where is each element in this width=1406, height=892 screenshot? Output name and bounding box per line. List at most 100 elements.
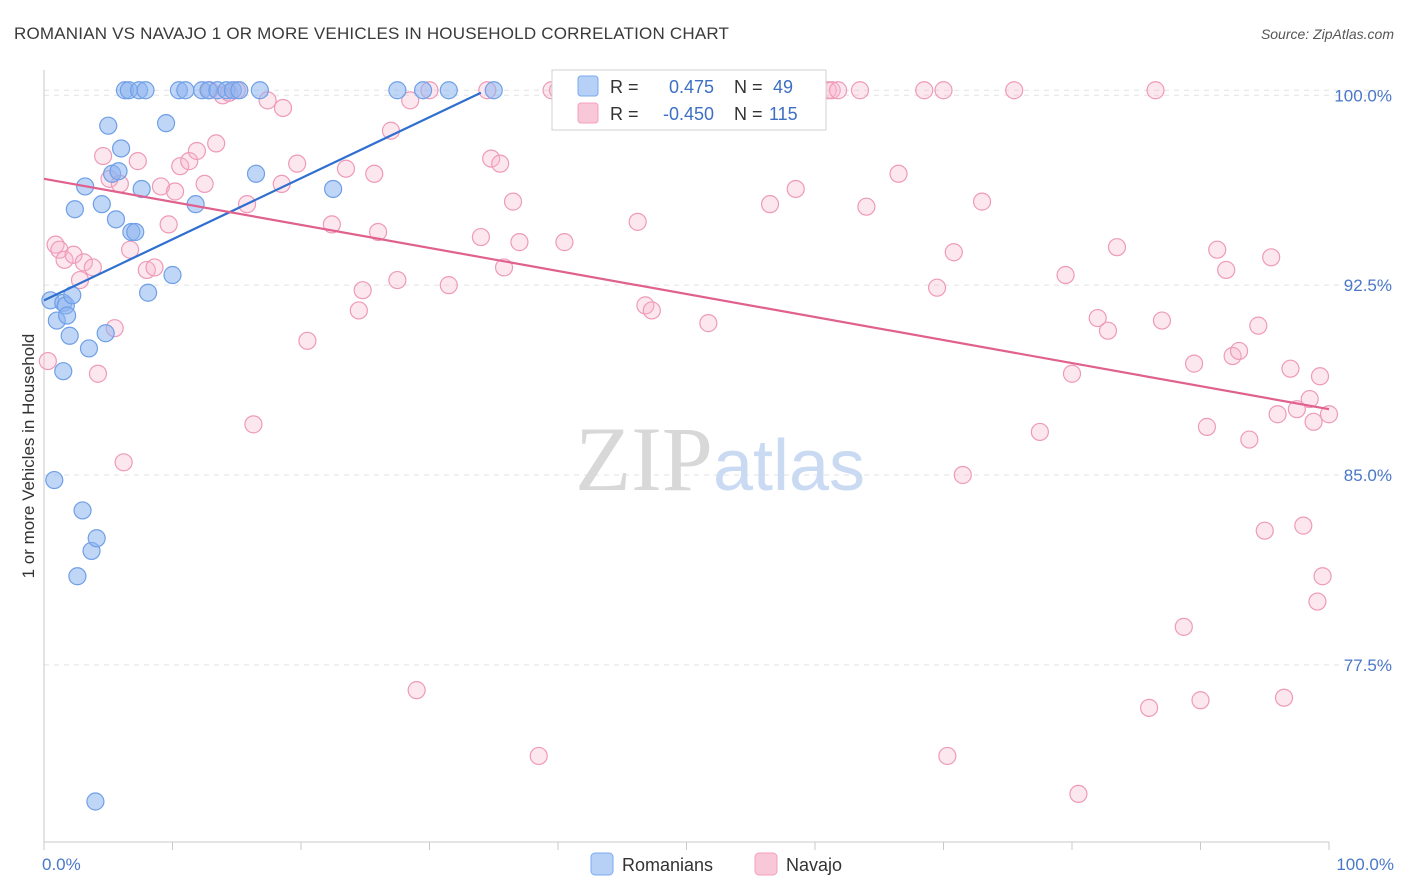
navajo-point bbox=[88, 364, 108, 383]
navajo-point bbox=[944, 243, 963, 262]
navajo-point bbox=[401, 91, 420, 110]
romanians-point bbox=[163, 265, 182, 285]
navajo-point bbox=[1069, 784, 1088, 804]
y-tick-label: 100.0% bbox=[1334, 86, 1392, 105]
navajo-point bbox=[159, 215, 178, 234]
navajo-point bbox=[365, 164, 384, 183]
navajo-point bbox=[555, 233, 574, 252]
y-tick-label: 85.0% bbox=[1344, 466, 1392, 485]
navajo-point bbox=[114, 453, 133, 472]
romanians-point bbox=[111, 139, 131, 158]
navajo-point bbox=[1174, 617, 1193, 636]
navajo-point bbox=[1088, 308, 1107, 328]
romanians-point bbox=[156, 114, 176, 133]
navajo-point bbox=[628, 212, 647, 231]
navajo-point bbox=[927, 278, 947, 297]
navajo-point bbox=[55, 250, 74, 269]
navajo-point bbox=[336, 159, 356, 178]
navajo-point bbox=[64, 245, 83, 264]
navajo-point bbox=[857, 197, 876, 216]
navajo-point bbox=[915, 81, 934, 100]
y-tick-labels: 100.0% 92.5% 85.0% 77.5% bbox=[1334, 86, 1392, 675]
navajo-point bbox=[889, 164, 908, 183]
navajo-point bbox=[1098, 321, 1118, 340]
navajo-point bbox=[1005, 81, 1024, 100]
bottom-legend-swatch-romanians bbox=[590, 852, 614, 876]
navajo-point bbox=[165, 182, 185, 201]
romanians-point bbox=[439, 81, 458, 100]
navajo-point bbox=[439, 276, 458, 295]
navajo-point bbox=[1319, 405, 1339, 424]
navajo-point bbox=[1308, 592, 1327, 611]
navajo-point bbox=[938, 746, 957, 766]
romanians-point bbox=[86, 792, 105, 811]
romanians-point bbox=[484, 81, 503, 100]
navajo-point bbox=[482, 149, 501, 168]
romanians-trend-line bbox=[43, 91, 482, 302]
romanians-point bbox=[388, 81, 407, 100]
bottom-legend-swatch-navajo bbox=[754, 852, 778, 876]
navajo-point bbox=[760, 195, 780, 214]
navajo-point bbox=[510, 233, 529, 252]
navajo-point bbox=[1294, 516, 1313, 535]
navajo-point bbox=[1191, 691, 1210, 710]
navajo-point bbox=[850, 81, 870, 100]
stats-legend: R = 0.475 N = 49 R = -0.450 N = 115 bbox=[551, 69, 827, 131]
navajo-point bbox=[1304, 412, 1323, 431]
navajo-point bbox=[491, 154, 510, 173]
navajo-point bbox=[1197, 417, 1217, 436]
romanians-point bbox=[60, 326, 79, 345]
navajo-point bbox=[829, 81, 848, 100]
navajo-point bbox=[128, 152, 147, 171]
navajo-point bbox=[1062, 364, 1082, 383]
romanians-point bbox=[250, 81, 269, 100]
chart-source: Source: ZipAtlas.com bbox=[1261, 26, 1394, 42]
navajo-point bbox=[1139, 698, 1159, 717]
romanians-point bbox=[92, 195, 111, 214]
navajo-point bbox=[529, 746, 548, 766]
navajo-point bbox=[187, 141, 207, 161]
romanians-point bbox=[79, 339, 99, 358]
legend-n-value-romanians: 49 bbox=[773, 77, 793, 97]
navajo-point bbox=[151, 177, 171, 196]
navajo-point bbox=[38, 351, 57, 371]
x-tick-label: 100.0% bbox=[1336, 855, 1394, 874]
navajo-point bbox=[388, 270, 407, 290]
romanians-point bbox=[126, 222, 145, 242]
watermark-text: ZIPatlas bbox=[575, 408, 865, 510]
navajo-point bbox=[369, 222, 388, 242]
navajo-point bbox=[1030, 422, 1049, 442]
navajo-point bbox=[471, 227, 490, 247]
navajo-point bbox=[1249, 316, 1268, 335]
legend-r-label-romanians: R = bbox=[610, 77, 639, 97]
navajo-point bbox=[288, 154, 307, 173]
navajo-point bbox=[1274, 688, 1294, 707]
navajo-point bbox=[972, 192, 992, 211]
navajo-point bbox=[1310, 367, 1330, 386]
watermark: ZIPatlas bbox=[575, 408, 865, 510]
y-tick-label: 92.5% bbox=[1344, 276, 1392, 295]
navajo-point bbox=[120, 240, 140, 259]
romanians-point bbox=[54, 362, 73, 381]
romanians-point bbox=[73, 501, 92, 520]
navajo-point bbox=[1229, 341, 1249, 361]
legend-r-label-navajo: R = bbox=[610, 104, 639, 124]
x-tick-labels: 0.0% 100.0% bbox=[42, 855, 1394, 874]
navajo-point bbox=[407, 681, 426, 700]
navajo-point bbox=[1300, 389, 1319, 409]
navajo-point bbox=[786, 179, 805, 199]
navajo-point bbox=[273, 98, 293, 118]
gridlines bbox=[44, 89, 1394, 666]
navajo-point bbox=[1056, 265, 1075, 285]
navajo-point bbox=[1313, 567, 1332, 586]
navajo-point bbox=[1268, 405, 1287, 424]
romanians-point bbox=[68, 567, 87, 586]
legend-r-value-romanians: 0.475 bbox=[669, 77, 714, 97]
legend-n-label-romanians: N = bbox=[734, 77, 763, 97]
y-tick-label: 77.5% bbox=[1344, 656, 1392, 675]
legend-n-label-navajo: N = bbox=[734, 104, 763, 124]
navajo-point bbox=[1217, 260, 1236, 280]
navajo-point bbox=[953, 465, 972, 485]
navajo-point bbox=[642, 301, 661, 320]
